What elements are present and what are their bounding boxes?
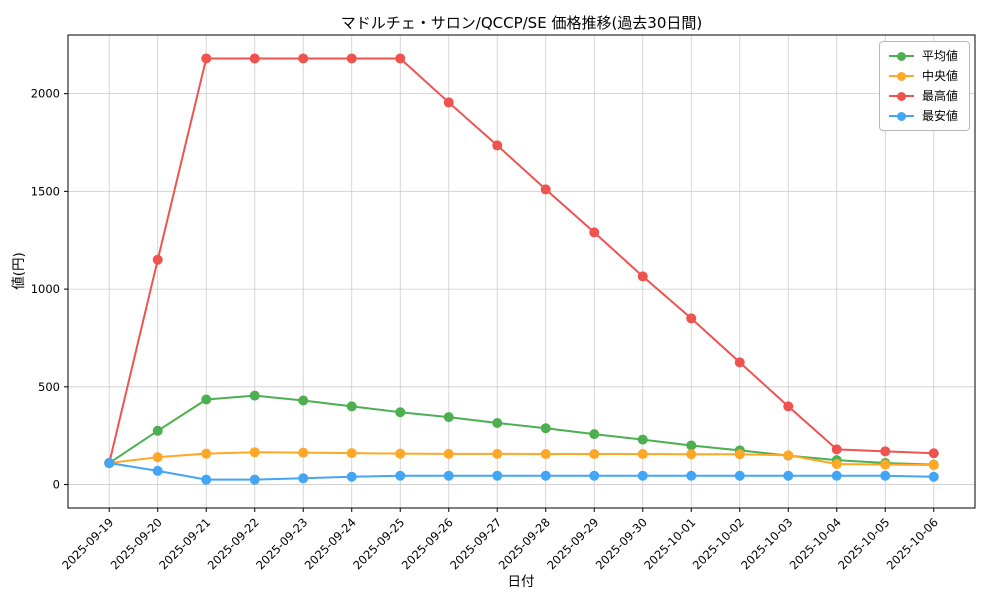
legend-entry: 平均値 xyxy=(888,49,958,63)
series-marker-中央値 xyxy=(249,447,260,458)
series-marker-最高値 xyxy=(346,53,357,64)
series-marker-中央値 xyxy=(346,448,357,459)
series-marker-最安値 xyxy=(201,474,212,485)
legend-label: 中央値 xyxy=(921,69,958,83)
series-marker-最安値 xyxy=(928,471,939,482)
legend-entry: 最高値 xyxy=(888,89,958,103)
series-marker-中央値 xyxy=(783,450,794,461)
series-marker-最安値 xyxy=(734,470,745,481)
series-marker-最高値 xyxy=(249,53,260,64)
series-marker-平均値 xyxy=(298,395,309,406)
legend-line-marker-icon xyxy=(888,91,914,101)
legend-line-marker-icon xyxy=(888,111,914,121)
series-marker-最安値 xyxy=(104,458,115,469)
series-marker-最高値 xyxy=(395,53,406,64)
series-marker-最高値 xyxy=(540,184,551,195)
series-marker-中央値 xyxy=(928,460,939,470)
y-tick-label: 2000 xyxy=(31,87,60,101)
series-marker-中央値 xyxy=(637,449,648,460)
series-marker-最安値 xyxy=(395,470,406,481)
series-marker-中央値 xyxy=(589,449,600,460)
series-line-最高値 xyxy=(108,57,934,464)
series-marker-平均値 xyxy=(589,429,600,440)
x-axis-label: 日付 xyxy=(507,574,535,590)
series-marker-平均値 xyxy=(346,401,357,412)
series-marker-最安値 xyxy=(540,470,551,481)
series-marker-最安値 xyxy=(637,470,648,481)
series-marker-最高値 xyxy=(637,271,648,282)
series-marker-最安値 xyxy=(346,471,357,482)
series-marker-最安値 xyxy=(298,473,309,484)
series-marker-最高値 xyxy=(589,227,600,238)
series-marker-最高値 xyxy=(880,446,891,457)
series-marker-平均値 xyxy=(686,440,697,451)
series-marker-平均値 xyxy=(201,394,212,405)
series-marker-最安値 xyxy=(249,474,260,485)
y-tick-label: 1000 xyxy=(31,282,60,296)
series-marker-最安値 xyxy=(443,470,454,481)
y-tick-label: 1500 xyxy=(31,184,60,198)
series-line-中央値 xyxy=(109,451,934,466)
series-line-最安値 xyxy=(109,462,934,481)
series-marker-中央値 xyxy=(298,447,309,458)
y-tick-label: 0 xyxy=(53,478,60,492)
series-marker-最高値 xyxy=(734,357,745,368)
y-tick-label: 500 xyxy=(38,380,60,394)
series-marker-平均値 xyxy=(492,417,503,428)
series-marker-平均値 xyxy=(443,412,454,423)
series-marker-最高値 xyxy=(443,97,454,108)
series-marker-最高値 xyxy=(152,254,163,265)
chart-title: マドルチェ・サロン/QCCP/SE 価格推移(過去30日間) xyxy=(340,14,703,32)
legend-entry: 中央値 xyxy=(888,69,958,83)
series-marker-中央値 xyxy=(201,448,212,459)
y-axis-label: 値(円) xyxy=(11,252,27,290)
series-marker-中央値 xyxy=(443,448,454,459)
series-marker-最安値 xyxy=(152,465,163,476)
legend-line-marker-icon xyxy=(888,51,914,61)
series-marker-最高値 xyxy=(928,448,939,459)
series-marker-平均値 xyxy=(395,407,406,418)
series-marker-最高値 xyxy=(686,313,697,324)
plot-border xyxy=(67,34,976,509)
series-marker-平均値 xyxy=(637,434,648,445)
legend-entry: 最安値 xyxy=(888,109,958,123)
series-marker-中央値 xyxy=(540,449,551,460)
series-marker-最安値 xyxy=(492,470,503,481)
series-marker-中央値 xyxy=(395,448,406,459)
series-marker-最安値 xyxy=(880,470,891,481)
series-marker-中央値 xyxy=(880,459,891,470)
legend-line-marker-icon xyxy=(888,71,914,81)
x-tick-label: 2025-10-06 xyxy=(884,515,941,572)
series-marker-平均値 xyxy=(152,425,163,436)
series-marker-平均値 xyxy=(249,390,260,401)
series-marker-最高値 xyxy=(492,140,503,151)
series-marker-中央値 xyxy=(831,459,842,470)
series-marker-最安値 xyxy=(589,470,600,481)
legend-label: 最高値 xyxy=(921,89,958,103)
series-marker-最安値 xyxy=(783,470,794,481)
series-marker-中央値 xyxy=(492,448,503,459)
series-marker-中央値 xyxy=(686,449,697,460)
series-marker-最高値 xyxy=(201,53,212,64)
series-marker-平均値 xyxy=(540,423,551,434)
legend-label: 平均値 xyxy=(921,49,958,63)
series-marker-最高値 xyxy=(831,444,842,455)
legend: 平均値中央値最高値最安値 xyxy=(878,41,970,131)
series-marker-最安値 xyxy=(831,470,842,481)
series-marker-中央値 xyxy=(734,449,745,460)
legend-label: 最安値 xyxy=(921,109,958,123)
series-marker-最高値 xyxy=(298,53,309,64)
series-marker-中央値 xyxy=(152,452,163,463)
series-marker-最安値 xyxy=(686,470,697,481)
series-marker-最高値 xyxy=(783,401,794,412)
